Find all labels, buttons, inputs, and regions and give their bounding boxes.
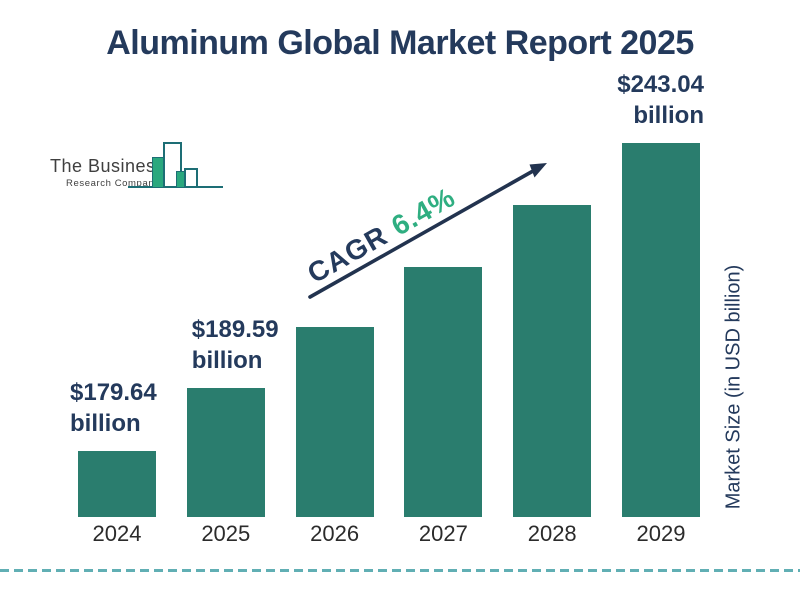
bar-2027 <box>404 267 483 517</box>
value-label-2025: $189.59 billion <box>191 316 279 374</box>
value-label-2024: $179.64 billion <box>70 379 157 437</box>
x-tick-2029: 2029 <box>636 521 686 546</box>
logo-subname: Research Company <box>66 178 160 189</box>
page-title: Aluminum Global Market Report 2025 <box>106 24 694 62</box>
x-tick-2027: 2027 <box>418 521 468 546</box>
x-tick-2026: 2026 <box>310 521 360 546</box>
y-axis-label: Market Size (in USD billion) <box>722 264 745 510</box>
logo-bar-small-green-icon <box>176 171 185 188</box>
x-tick-2025: 2025 <box>201 521 251 546</box>
bar-2029 <box>622 143 700 517</box>
bar-2024 <box>78 451 156 517</box>
bar-2025 <box>186 388 265 517</box>
logo-bar-short-icon <box>184 168 198 188</box>
value-label-2029: $243.04 billion <box>617 71 704 129</box>
bar-2026 <box>295 327 374 517</box>
footer-dashed-divider <box>0 569 800 572</box>
logo-name: The Business <box>50 156 166 176</box>
bar-2028 <box>513 205 592 517</box>
x-tick-2028: 2028 <box>527 521 577 546</box>
bar-chart: $179.64 billion $189.59 billion $243.04 billi… <box>70 71 704 517</box>
logo-bar-green-icon <box>152 157 164 188</box>
x-tick-2024: 2024 <box>92 521 142 546</box>
company-logo: The Business Research Company <box>40 130 235 200</box>
